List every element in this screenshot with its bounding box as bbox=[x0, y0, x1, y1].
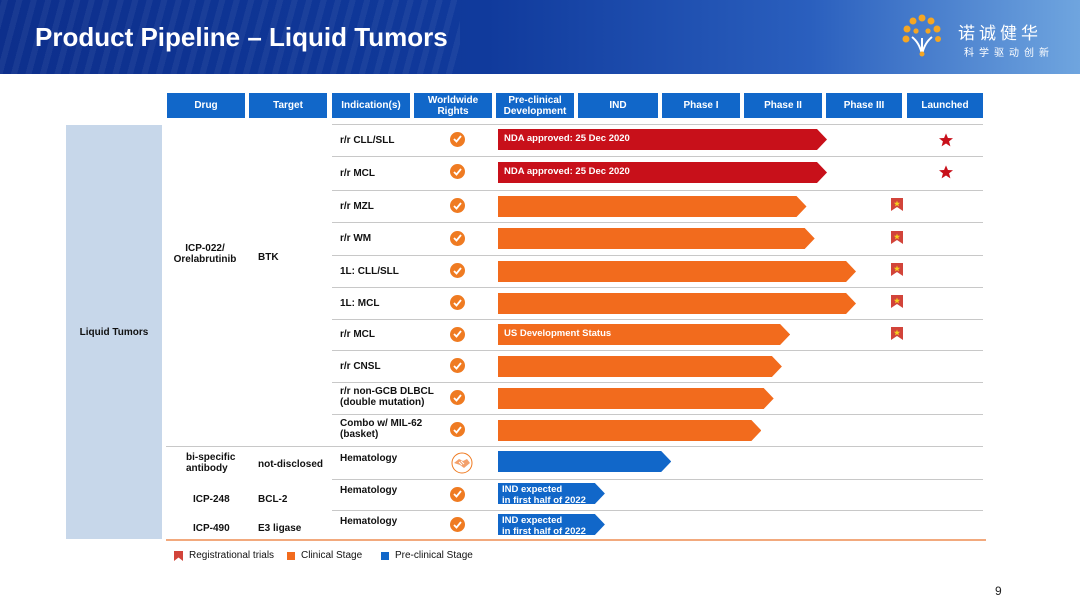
check-icon bbox=[450, 131, 465, 147]
bar-label: US Development Status bbox=[504, 328, 612, 339]
drug-target: BTK bbox=[258, 252, 279, 263]
row-divider bbox=[332, 414, 983, 415]
col-header-phase-2: Phase II bbox=[744, 93, 822, 118]
header-banner: Product Pipeline – Liquid Tumors 诺诚健华 科学… bbox=[0, 0, 1080, 74]
preclinical-swatch bbox=[381, 551, 389, 560]
check-icon bbox=[450, 486, 465, 502]
col-header-phase-3: Phase III bbox=[826, 93, 902, 118]
drug-target: E3 ligase bbox=[258, 523, 302, 534]
legend-registrational: Registrational trials bbox=[174, 550, 274, 561]
drug-name: bi-specific antibody bbox=[186, 452, 236, 474]
clinical-progress-bar bbox=[498, 228, 815, 249]
col-header-worldwide-rights: Worldwide Rights bbox=[414, 93, 492, 118]
launched-star-icon bbox=[938, 164, 954, 180]
bar-label: IND expected in first half of 2022 bbox=[502, 484, 586, 506]
drug-target: BCL-2 bbox=[258, 494, 288, 505]
bar-label: NDA approved: 25 Dec 2020 bbox=[504, 133, 630, 144]
indication-label: r/r MCL bbox=[340, 329, 375, 340]
indication-label: 1L: MCL bbox=[340, 297, 380, 309]
check-icon bbox=[450, 390, 465, 405]
clinical-progress-bar bbox=[498, 355, 782, 377]
clinical-progress-bar: NDA approved: 25 Dec 2020 bbox=[498, 129, 827, 150]
clinical-swatch bbox=[287, 551, 295, 560]
logo-slogan: 科学驱动创新 bbox=[964, 48, 1054, 59]
clinical-progress-bar bbox=[498, 419, 762, 441]
check-icon bbox=[450, 263, 465, 278]
indication-label: r/r MZL bbox=[340, 200, 374, 212]
table-top-divider bbox=[332, 124, 983, 125]
preclinical-progress-bar: IND expected in first half of 2022 bbox=[498, 513, 605, 537]
registrational-flag-icon bbox=[891, 198, 903, 211]
check-icon bbox=[450, 295, 465, 310]
row-divider bbox=[332, 319, 983, 320]
indication-label: r/r non-GCB DLBCL (double mutation) bbox=[340, 386, 434, 408]
category-liquid-tumors: Liquid Tumors bbox=[66, 125, 162, 539]
logo-chinese-name: 诺诚健华 bbox=[958, 24, 1042, 44]
check-icon bbox=[450, 326, 465, 342]
launched-star-icon bbox=[938, 132, 954, 148]
drug-name: ICP-022/ Orelabrutinib bbox=[173, 243, 237, 265]
row-divider bbox=[332, 255, 983, 256]
indication-label: Combo w/ MIL-62 (basket) bbox=[340, 418, 423, 440]
drug-name: ICP-490 bbox=[193, 523, 230, 534]
bar-label: IND expected in first half of 2022 bbox=[502, 514, 586, 537]
registrational-flag-icon bbox=[891, 263, 903, 276]
check-icon bbox=[450, 422, 465, 437]
indication-label: Hematology bbox=[340, 453, 398, 464]
registrational-flag-icon bbox=[174, 550, 183, 561]
check-icon bbox=[450, 230, 465, 246]
check-icon bbox=[450, 358, 465, 373]
registrational-flag-icon bbox=[891, 295, 903, 308]
indication-label: Hematology bbox=[340, 515, 398, 527]
indication-label: 1L: CLL/SLL bbox=[340, 265, 399, 277]
clinical-progress-bar: NDA approved: 25 Dec 2020 bbox=[498, 161, 827, 183]
col-header-launched: Launched bbox=[907, 93, 983, 118]
check-icon bbox=[450, 198, 465, 213]
indication-label: Hematology bbox=[340, 485, 398, 496]
preclinical-progress-bar bbox=[498, 451, 672, 472]
col-header-drug: Drug bbox=[167, 93, 245, 118]
clinical-progress-bar: US Development Status bbox=[498, 324, 791, 345]
bar-label: NDA approved: 25 Dec 2020 bbox=[504, 165, 630, 177]
clinical-progress-bar bbox=[498, 387, 774, 409]
row-divider bbox=[332, 479, 983, 480]
legend-clinical: Clinical Stage bbox=[287, 550, 362, 561]
indication-label: r/r WM bbox=[340, 233, 372, 244]
clinical-progress-bar bbox=[498, 260, 857, 282]
clinical-progress-bar bbox=[498, 195, 807, 217]
company-logo-icon bbox=[902, 14, 941, 57]
clinical-progress-bar bbox=[498, 292, 857, 314]
table-bottom-divider bbox=[166, 539, 986, 541]
col-header-phase-1: Phase I bbox=[662, 93, 740, 118]
registrational-flag-icon bbox=[891, 230, 903, 244]
indication-label: r/r CLL/SLL bbox=[340, 135, 395, 146]
row-divider bbox=[332, 510, 983, 511]
registrational-flag-icon bbox=[891, 326, 903, 340]
legend-preclinical: Pre-clinical Stage bbox=[381, 550, 473, 561]
drug-target: not-disclosed bbox=[258, 459, 324, 470]
indication-label: r/r CNSL bbox=[340, 360, 381, 372]
page-title: Product Pipeline – Liquid Tumors bbox=[35, 22, 448, 52]
indication-label: r/r MCL bbox=[340, 167, 375, 179]
preclinical-progress-bar: IND expected in first half of 2022 bbox=[498, 483, 605, 506]
col-header-indications: Indication(s) bbox=[332, 93, 410, 118]
col-header-target: Target bbox=[249, 93, 327, 118]
drug-name: ICP-248 bbox=[193, 494, 230, 505]
row-divider bbox=[332, 382, 983, 383]
row-divider bbox=[332, 350, 983, 351]
handshake-icon bbox=[450, 452, 474, 479]
check-icon bbox=[450, 517, 465, 532]
page-number: 9 bbox=[995, 584, 1002, 598]
row-divider bbox=[332, 222, 983, 223]
row-divider bbox=[332, 287, 983, 288]
col-header-preclinical: Pre-clinical Development bbox=[496, 93, 574, 118]
col-header-ind: IND bbox=[578, 93, 658, 118]
row-divider bbox=[166, 446, 983, 447]
row-divider bbox=[332, 156, 983, 157]
row-divider bbox=[332, 190, 983, 191]
check-icon bbox=[450, 164, 465, 179]
